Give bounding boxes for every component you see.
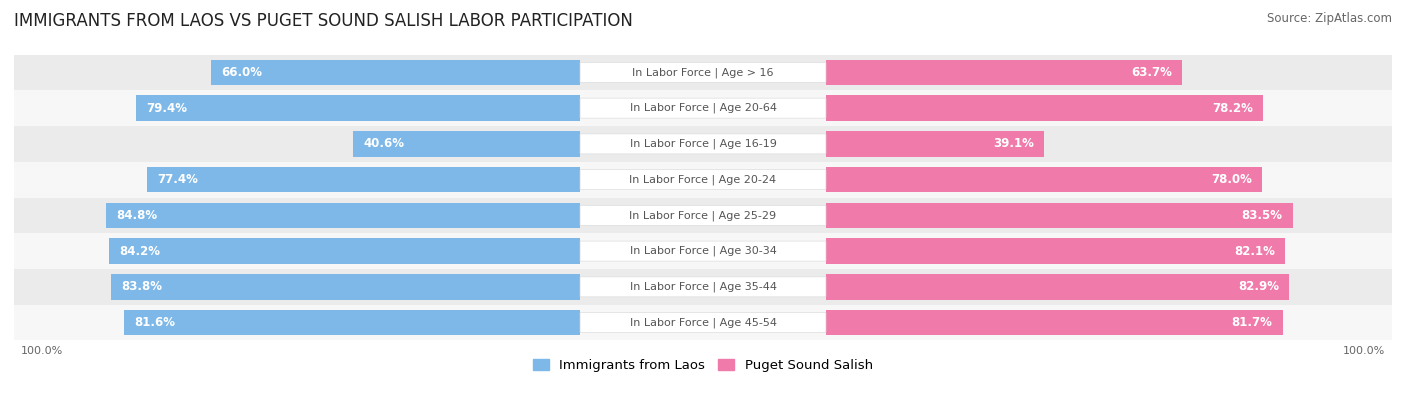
Text: 84.2%: 84.2% <box>120 245 160 258</box>
FancyBboxPatch shape <box>581 98 825 118</box>
Text: 100.0%: 100.0% <box>21 346 63 356</box>
Bar <box>136 95 581 121</box>
Text: In Labor Force | Age 45-54: In Labor Force | Age 45-54 <box>630 317 776 328</box>
Text: 83.5%: 83.5% <box>1241 209 1282 222</box>
Text: In Labor Force | Age 20-64: In Labor Force | Age 20-64 <box>630 103 776 113</box>
Bar <box>110 238 581 264</box>
Bar <box>14 162 1392 198</box>
Text: 77.4%: 77.4% <box>157 173 198 186</box>
Bar <box>825 95 1263 121</box>
Text: 84.8%: 84.8% <box>117 209 157 222</box>
Text: 82.1%: 82.1% <box>1234 245 1275 258</box>
Bar <box>825 274 1289 300</box>
Bar <box>825 167 1263 192</box>
Bar <box>111 274 581 300</box>
FancyBboxPatch shape <box>581 241 825 261</box>
FancyBboxPatch shape <box>581 169 825 190</box>
Text: 78.0%: 78.0% <box>1211 173 1251 186</box>
Text: 100.0%: 100.0% <box>1343 346 1385 356</box>
FancyBboxPatch shape <box>581 277 825 297</box>
Bar <box>14 198 1392 233</box>
Bar <box>14 233 1392 269</box>
Bar <box>148 167 581 192</box>
Text: In Labor Force | Age 20-24: In Labor Force | Age 20-24 <box>630 174 776 185</box>
Bar <box>825 310 1282 335</box>
Bar <box>105 203 581 228</box>
Text: 81.6%: 81.6% <box>134 316 174 329</box>
Text: In Labor Force | Age 30-34: In Labor Force | Age 30-34 <box>630 246 776 256</box>
Text: Source: ZipAtlas.com: Source: ZipAtlas.com <box>1267 12 1392 25</box>
Text: IMMIGRANTS FROM LAOS VS PUGET SOUND SALISH LABOR PARTICIPATION: IMMIGRANTS FROM LAOS VS PUGET SOUND SALI… <box>14 12 633 30</box>
FancyBboxPatch shape <box>581 312 825 333</box>
Text: 40.6%: 40.6% <box>363 137 405 150</box>
Bar <box>825 238 1285 264</box>
Text: 83.8%: 83.8% <box>122 280 163 293</box>
Bar <box>14 305 1392 340</box>
FancyBboxPatch shape <box>581 134 825 154</box>
Bar <box>14 126 1392 162</box>
Text: 63.7%: 63.7% <box>1130 66 1171 79</box>
Bar <box>353 131 581 157</box>
Text: 82.9%: 82.9% <box>1239 280 1279 293</box>
Bar <box>211 60 581 85</box>
Bar <box>14 269 1392 305</box>
Bar <box>825 203 1294 228</box>
Legend: Immigrants from Laos, Puget Sound Salish: Immigrants from Laos, Puget Sound Salish <box>527 354 879 377</box>
Text: In Labor Force | Age 25-29: In Labor Force | Age 25-29 <box>630 210 776 221</box>
Bar <box>14 55 1392 90</box>
Text: 81.7%: 81.7% <box>1232 316 1272 329</box>
Text: 78.2%: 78.2% <box>1212 102 1253 115</box>
Text: 39.1%: 39.1% <box>994 137 1035 150</box>
Text: 66.0%: 66.0% <box>221 66 263 79</box>
Bar <box>825 60 1182 85</box>
Bar <box>14 90 1392 126</box>
FancyBboxPatch shape <box>581 62 825 83</box>
FancyBboxPatch shape <box>581 205 825 226</box>
Text: In Labor Force | Age 35-44: In Labor Force | Age 35-44 <box>630 282 776 292</box>
Text: In Labor Force | Age 16-19: In Labor Force | Age 16-19 <box>630 139 776 149</box>
Bar <box>124 310 581 335</box>
Text: In Labor Force | Age > 16: In Labor Force | Age > 16 <box>633 67 773 78</box>
Bar <box>825 131 1045 157</box>
Text: 79.4%: 79.4% <box>146 102 187 115</box>
